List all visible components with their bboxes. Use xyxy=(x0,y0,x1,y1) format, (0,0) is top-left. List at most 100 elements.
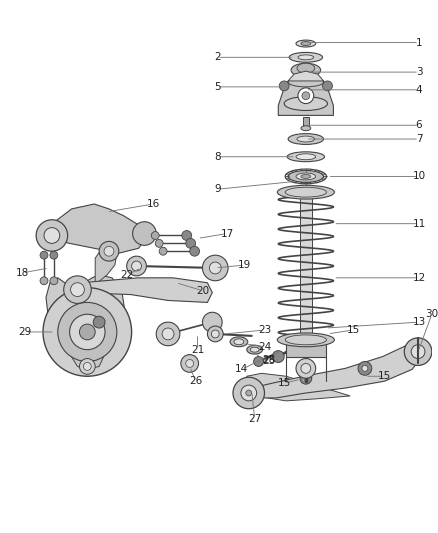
Circle shape xyxy=(36,220,67,251)
Text: 12: 12 xyxy=(413,273,426,283)
Text: 15: 15 xyxy=(278,378,291,388)
Circle shape xyxy=(212,330,219,338)
Text: 9: 9 xyxy=(214,184,221,194)
Ellipse shape xyxy=(287,152,325,161)
Circle shape xyxy=(272,351,284,362)
Text: 29: 29 xyxy=(19,327,32,337)
Polygon shape xyxy=(42,204,146,253)
Circle shape xyxy=(43,288,131,376)
Circle shape xyxy=(50,251,58,259)
Polygon shape xyxy=(245,373,350,401)
Text: 2: 2 xyxy=(214,52,221,62)
Circle shape xyxy=(411,345,425,359)
Circle shape xyxy=(64,276,91,303)
Text: 13: 13 xyxy=(413,317,426,327)
Circle shape xyxy=(202,255,228,281)
Text: 10: 10 xyxy=(413,172,426,181)
Circle shape xyxy=(83,362,91,370)
Text: 19: 19 xyxy=(238,260,251,270)
Circle shape xyxy=(70,314,105,350)
Ellipse shape xyxy=(297,136,314,142)
Text: 18: 18 xyxy=(16,268,29,278)
Circle shape xyxy=(79,324,95,340)
Text: 22: 22 xyxy=(120,270,133,280)
Ellipse shape xyxy=(296,40,316,47)
Circle shape xyxy=(182,231,192,240)
Circle shape xyxy=(298,88,314,103)
Circle shape xyxy=(133,222,156,245)
Ellipse shape xyxy=(296,173,316,180)
Ellipse shape xyxy=(285,335,326,345)
Polygon shape xyxy=(288,71,324,81)
Circle shape xyxy=(209,262,221,274)
Text: 17: 17 xyxy=(220,229,234,239)
Circle shape xyxy=(241,385,257,401)
Circle shape xyxy=(279,81,289,91)
Text: 16: 16 xyxy=(147,199,160,209)
Text: 28: 28 xyxy=(262,354,275,365)
Circle shape xyxy=(358,361,372,375)
Text: 23: 23 xyxy=(258,325,271,335)
Text: 6: 6 xyxy=(416,120,422,130)
Polygon shape xyxy=(278,81,333,116)
Ellipse shape xyxy=(298,55,314,60)
Text: 1: 1 xyxy=(416,37,422,47)
Ellipse shape xyxy=(247,345,262,354)
Text: 7: 7 xyxy=(416,134,422,144)
Text: 5: 5 xyxy=(214,82,221,92)
Circle shape xyxy=(246,390,252,396)
Circle shape xyxy=(190,246,200,256)
Text: 21: 21 xyxy=(191,345,204,354)
Ellipse shape xyxy=(301,42,311,45)
Circle shape xyxy=(40,251,48,259)
Circle shape xyxy=(404,338,432,366)
Text: 15: 15 xyxy=(378,372,391,381)
Ellipse shape xyxy=(300,177,312,183)
Circle shape xyxy=(322,81,332,91)
Text: 14: 14 xyxy=(235,365,248,374)
Circle shape xyxy=(301,364,311,373)
Circle shape xyxy=(151,231,159,239)
Text: 8: 8 xyxy=(214,152,221,161)
Circle shape xyxy=(127,256,146,276)
Circle shape xyxy=(44,228,60,244)
Circle shape xyxy=(99,241,119,261)
Ellipse shape xyxy=(301,126,311,131)
Text: 20: 20 xyxy=(196,286,209,296)
Circle shape xyxy=(300,373,312,384)
Circle shape xyxy=(186,360,194,367)
Ellipse shape xyxy=(230,337,248,347)
Circle shape xyxy=(104,246,114,256)
Circle shape xyxy=(202,312,222,332)
Circle shape xyxy=(162,328,174,340)
Ellipse shape xyxy=(296,154,316,160)
Text: 27: 27 xyxy=(248,414,261,424)
Circle shape xyxy=(186,238,196,248)
Ellipse shape xyxy=(277,333,334,347)
Circle shape xyxy=(254,357,264,366)
Text: 11: 11 xyxy=(413,219,426,229)
Circle shape xyxy=(181,354,198,373)
Polygon shape xyxy=(300,189,312,337)
Circle shape xyxy=(208,326,223,342)
Polygon shape xyxy=(95,245,117,285)
Polygon shape xyxy=(286,342,325,357)
Polygon shape xyxy=(70,342,105,369)
Polygon shape xyxy=(71,278,212,302)
Circle shape xyxy=(302,92,310,100)
Ellipse shape xyxy=(301,174,311,179)
Polygon shape xyxy=(303,117,309,127)
Ellipse shape xyxy=(289,52,322,62)
Circle shape xyxy=(155,239,163,247)
Circle shape xyxy=(93,316,105,328)
Circle shape xyxy=(296,359,316,378)
Circle shape xyxy=(50,277,58,285)
Text: 24: 24 xyxy=(258,342,271,352)
Circle shape xyxy=(159,247,167,255)
Ellipse shape xyxy=(297,63,314,73)
Ellipse shape xyxy=(285,187,326,197)
Ellipse shape xyxy=(284,96,328,110)
Text: 15: 15 xyxy=(346,325,360,335)
Ellipse shape xyxy=(288,134,324,144)
Ellipse shape xyxy=(288,171,324,182)
